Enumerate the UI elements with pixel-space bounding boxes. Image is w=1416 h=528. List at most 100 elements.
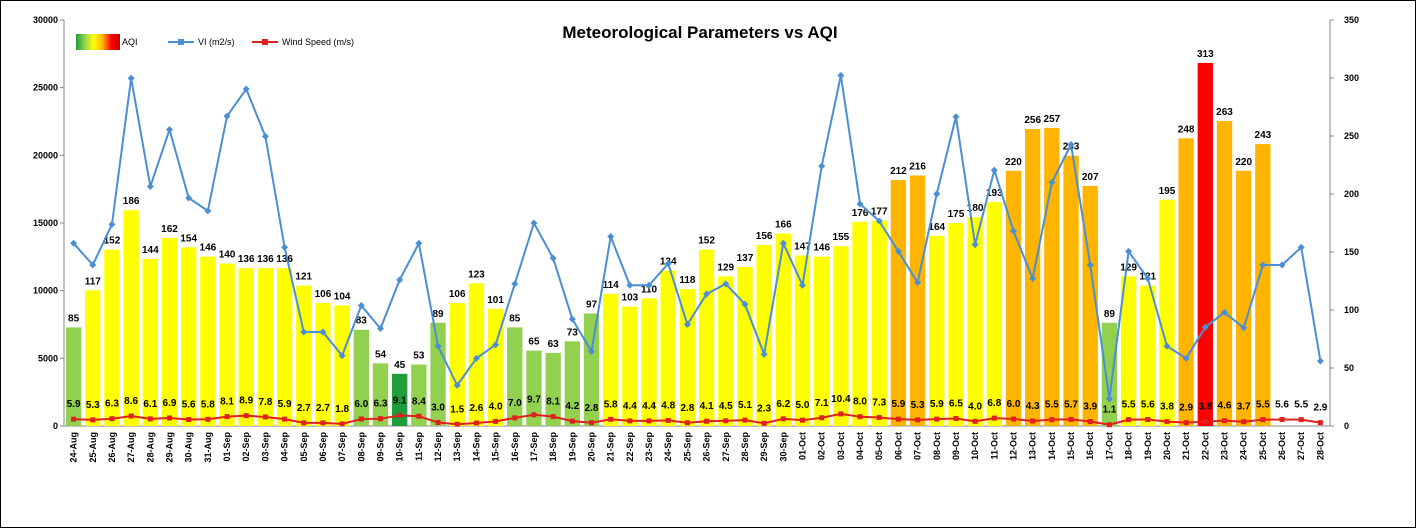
bar-label: 216 [909,161,926,172]
bar [296,285,312,426]
marker [415,239,423,247]
marker [243,413,249,419]
bar-label: 152 [698,236,715,247]
bar [1101,322,1118,426]
x-tick-label: 04-Oct [855,432,865,460]
bar-label: 257 [1044,114,1061,125]
data-label: 5.5 [1256,400,1270,411]
marker [71,416,77,422]
data-label: 2.6 [469,403,483,414]
bar-label: 129 [717,262,734,273]
marker [454,421,460,427]
bar-label: 147 [794,241,811,252]
bar [276,268,293,426]
bar [411,364,427,426]
x-tick-label: 02-Oct [817,432,827,460]
marker [147,416,153,422]
bar [257,268,274,426]
data-label: 4.0 [968,401,982,412]
bar [1063,155,1079,426]
bar [660,270,676,426]
marker [589,420,594,426]
x-tick-label: 06-Sep [318,431,328,461]
marker [167,415,172,421]
bar [1178,138,1194,426]
x-tick-label: 29-Sep [759,431,769,461]
marker [223,112,231,120]
marker [1202,419,1208,425]
bar [814,256,830,426]
data-label: 3.7 [1237,402,1251,413]
x-tick-label: 27-Sep [721,431,731,461]
bar [449,303,465,426]
data-label: 4.4 [623,401,637,412]
marker [358,416,364,422]
x-tick-label: 22-Sep [625,431,635,461]
marker [396,276,404,284]
bar-label: 54 [375,349,387,360]
bar [1236,170,1252,426]
marker [166,126,173,134]
marker [1222,418,1227,424]
bar-label: 193 [986,188,1003,199]
marker [895,416,901,422]
x-tick-label: 25-Aug [88,432,98,463]
marker [1144,274,1152,282]
x-tick-label: 15-Oct [1066,432,1076,460]
bar-label: 137 [737,253,754,264]
x-tick-label: 24-Oct [1239,432,1249,460]
bar-label: 85 [68,313,80,324]
bar-label: 146 [813,243,830,254]
marker [990,166,998,174]
data-label: 8.6 [124,396,138,407]
data-label: 5.5 [1294,400,1308,411]
bar [238,268,254,426]
marker [146,182,154,190]
bar-label: 186 [123,196,140,207]
data-label: 5.3 [911,400,925,411]
bar [181,247,197,426]
bar [123,210,139,426]
bar-label: 156 [756,231,773,242]
marker [914,279,922,287]
x-tick-label: 14-Oct [1047,432,1057,460]
marker [357,302,365,310]
x-tick-label: 01-Sep [222,431,232,461]
y2-tick-label: 150 [1344,247,1359,257]
bar-label: 155 [833,232,850,243]
x-tick-label: 27-Oct [1296,432,1306,460]
data-label: 2.8 [585,403,599,414]
marker [511,280,519,288]
data-label: 5.5 [1122,400,1136,411]
bar [1005,170,1022,426]
bar-label: 175 [948,209,965,220]
marker [1259,261,1267,269]
bar [948,223,964,426]
data-label: 4.0 [489,401,503,412]
marker [90,417,96,423]
legend-marker [262,39,268,45]
bar [852,221,868,426]
y2-tick-label: 50 [1344,363,1354,373]
line [72,75,1322,400]
x-tick-label: 09-Sep [376,431,386,461]
bar [1120,276,1137,426]
y2-tick-label: 350 [1344,15,1359,25]
marker [1260,417,1266,423]
data-label: 4.3 [1026,401,1040,412]
marker [108,220,116,228]
y-tick-label: 30000 [33,15,58,25]
marker [1086,261,1094,269]
marker [338,352,346,360]
bar [986,202,1002,426]
bar-label: 263 [1216,107,1233,118]
x-tick-label: 13-Oct [1028,432,1038,460]
bar [104,249,120,426]
bar [737,267,753,426]
y-tick-label: 0 [53,421,58,431]
x-tick-label: 21-Sep [606,431,616,461]
y2-tick-label: 250 [1344,131,1359,141]
data-label: 1.8 [335,404,349,415]
x-tick-label: 13-Sep [452,431,462,461]
data-label: 2.9 [1179,403,1193,414]
